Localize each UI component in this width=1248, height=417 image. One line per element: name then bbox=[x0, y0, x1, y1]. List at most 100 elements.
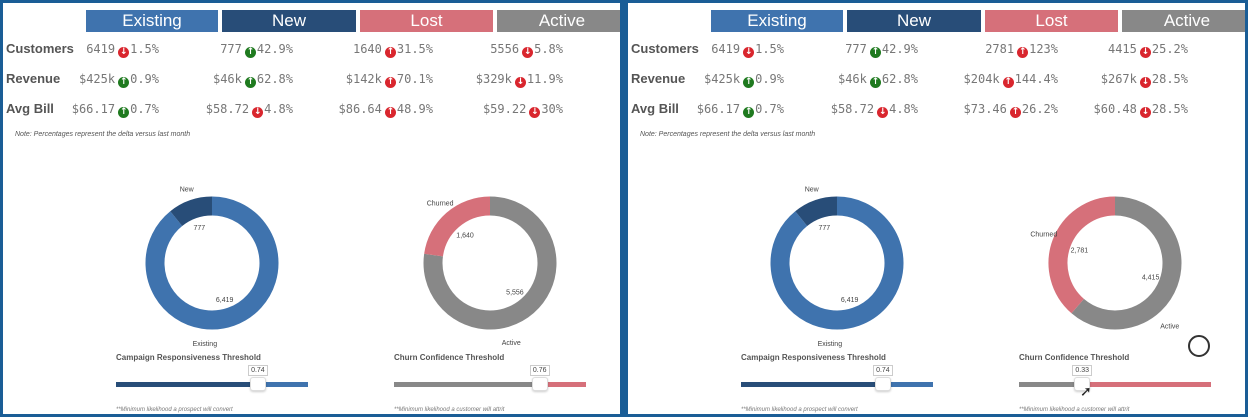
delta-percent: 123% bbox=[1029, 42, 1058, 56]
churn-donut-label-active: Active bbox=[1160, 323, 1179, 330]
customer-donut-slice-existing bbox=[770, 196, 904, 330]
arrow-up-icon: ↑ bbox=[384, 107, 396, 118]
arrow-down-icon: ↓ bbox=[522, 47, 534, 58]
arrow-down-icon: ↓ bbox=[118, 47, 130, 58]
campaign-threshold-track-filled[interactable] bbox=[116, 382, 259, 387]
delta-percent: 4.8% bbox=[889, 102, 918, 116]
header-existing: Existing bbox=[86, 10, 218, 32]
arrow-up-icon: ↑ bbox=[244, 47, 256, 58]
campaign-threshold-track-filled[interactable] bbox=[741, 382, 884, 387]
arrow-up-icon: ↑ bbox=[1002, 77, 1014, 88]
customer-donut-value-existing: 6,419 bbox=[841, 297, 859, 304]
churn-threshold-track-rest[interactable] bbox=[1082, 382, 1211, 387]
header-new: New bbox=[222, 10, 356, 32]
row-label-customers: Customers bbox=[6, 41, 74, 56]
churn-donut-slice-churned bbox=[1048, 196, 1116, 314]
campaign-threshold-label: Campaign Responsiveness Threshold bbox=[741, 353, 886, 362]
metric-cell: 1640 ↑ 31.5% bbox=[353, 42, 433, 58]
row-label-avg-bill: Avg Bill bbox=[6, 101, 54, 116]
churn-donut-slice-churned bbox=[424, 196, 491, 257]
customer-donut-chart: 777 6,419 New Existing bbox=[145, 186, 279, 348]
arrow-down-icon: ↓ bbox=[252, 107, 264, 118]
customer-donut-slice-new bbox=[795, 196, 838, 227]
note-text: Note: Percentages represent the delta ve… bbox=[15, 131, 191, 138]
campaign-threshold-label: Campaign Responsiveness Threshold bbox=[116, 353, 261, 362]
header-active: Active bbox=[1122, 10, 1245, 32]
metric-cell: $58.72 ↓ 4.8% bbox=[206, 102, 293, 118]
metric-cell: $86.64 ↑ 48.9% bbox=[339, 102, 433, 118]
metric-value: $204k bbox=[963, 72, 1000, 86]
customer-donut-label-existing: Existing bbox=[193, 341, 218, 348]
delta-percent: 1.5% bbox=[755, 42, 784, 56]
arrow-down-icon: ↓ bbox=[743, 47, 755, 58]
delta-percent: 25.2% bbox=[1151, 42, 1188, 56]
metric-cell: $73.46 ↑ 26.2% bbox=[964, 102, 1058, 118]
metric-value: $66.17 bbox=[696, 102, 741, 116]
arrow-down-icon: ↓ bbox=[877, 107, 889, 118]
campaign-threshold-slider-handle[interactable] bbox=[875, 377, 892, 391]
metric-value: 5556 bbox=[490, 42, 520, 56]
metric-cell: $425k ↑ 0.9% bbox=[704, 72, 784, 88]
gauge-icon[interactable] bbox=[1188, 335, 1210, 357]
header-existing: Existing bbox=[711, 10, 843, 32]
churn-threshold-label: Churn Confidence Threshold bbox=[394, 353, 505, 362]
delta-percent: 11.9% bbox=[526, 72, 563, 86]
delta-percent: 42.9% bbox=[256, 42, 293, 56]
campaign-threshold-value: 0.74 bbox=[248, 365, 268, 376]
metric-value: $58.72 bbox=[205, 102, 250, 116]
metric-cell: $267k ↓ 28.5% bbox=[1101, 72, 1188, 88]
header-lost: Lost bbox=[360, 10, 493, 32]
header-active: Active bbox=[497, 10, 620, 32]
campaign-threshold-track-rest[interactable] bbox=[883, 382, 933, 387]
churn-donut-label-churned: Churned bbox=[427, 201, 454, 208]
metric-cell: $46k ↑ 62.8% bbox=[213, 72, 293, 88]
churn-donut-label-active: Active bbox=[502, 340, 521, 347]
metric-value: $46k bbox=[837, 72, 867, 86]
churn-threshold-track-rest[interactable] bbox=[539, 382, 586, 387]
delta-percent: 28.5% bbox=[1151, 72, 1188, 86]
dashboard-panel-right: Existing New Lost Active Customers 6419 ↓ 1.5% 7… bbox=[628, 3, 1245, 414]
churn-donut-value-churned: 2,781 bbox=[1071, 248, 1089, 255]
delta-percent: 30% bbox=[541, 102, 563, 116]
metric-cell: 6419 ↓ 1.5% bbox=[711, 42, 784, 58]
row-label-customers: Customers bbox=[631, 41, 699, 56]
churn-threshold-track-filled[interactable] bbox=[394, 382, 540, 387]
campaign-threshold-slider-handle[interactable] bbox=[250, 377, 267, 391]
delta-percent: 4.8% bbox=[264, 102, 293, 116]
metric-value: $86.64 bbox=[338, 102, 382, 116]
churn-threshold-slider-handle[interactable] bbox=[531, 377, 548, 391]
metric-cell: $425k ↑ 0.9% bbox=[79, 72, 159, 88]
churn-donut-value-active: 4,415 bbox=[1142, 274, 1160, 281]
metric-value: $59.22 bbox=[482, 102, 527, 116]
delta-percent: 1.5% bbox=[130, 42, 159, 56]
campaign-threshold-track-rest[interactable] bbox=[258, 382, 308, 387]
note-text: Note: Percentages represent the delta ve… bbox=[640, 131, 816, 138]
metric-value: $267k bbox=[1100, 72, 1137, 86]
metric-value: $142k bbox=[345, 72, 382, 86]
metric-cell: $46k ↑ 62.8% bbox=[838, 72, 918, 88]
arrow-up-icon: ↑ bbox=[869, 77, 881, 88]
delta-percent: 70.1% bbox=[396, 72, 433, 86]
arrow-down-icon: ↓ bbox=[514, 77, 526, 88]
delta-percent: 0.9% bbox=[130, 72, 159, 86]
mouse-cursor-icon: ➚ bbox=[1080, 383, 1092, 399]
customer-donut-slice-existing bbox=[145, 196, 279, 330]
customer-donut-label-new: New bbox=[805, 186, 820, 193]
dashboard-panel-left: Existing New Lost Active Customers 6419 ↓ 1.5% 7… bbox=[3, 3, 620, 414]
arrow-up-icon: ↑ bbox=[1017, 47, 1029, 58]
churn-threshold-value: 0.33 bbox=[1072, 365, 1092, 376]
metric-value: 1640 bbox=[352, 42, 382, 56]
churn-donut-value-active: 5,556 bbox=[506, 290, 524, 297]
delta-percent: 5.8% bbox=[534, 42, 563, 56]
churn-threshold-slider-handle[interactable] bbox=[1074, 377, 1091, 391]
campaign-threshold-value: 0.74 bbox=[873, 365, 893, 376]
metric-cell: $204k ↑ 144.4% bbox=[964, 72, 1058, 88]
metric-value: 4415 bbox=[1107, 42, 1137, 56]
arrow-up-icon: ↑ bbox=[1009, 107, 1021, 118]
metric-value: $60.48 bbox=[1093, 102, 1137, 116]
metric-cell: 6419 ↓ 1.5% bbox=[86, 42, 159, 58]
churn-threshold-track-filled[interactable] bbox=[1019, 382, 1083, 387]
metric-cell: $59.22 ↓ 30% bbox=[483, 102, 563, 118]
delta-percent: 48.9% bbox=[396, 102, 433, 116]
customer-donut-label-new: New bbox=[180, 186, 195, 193]
